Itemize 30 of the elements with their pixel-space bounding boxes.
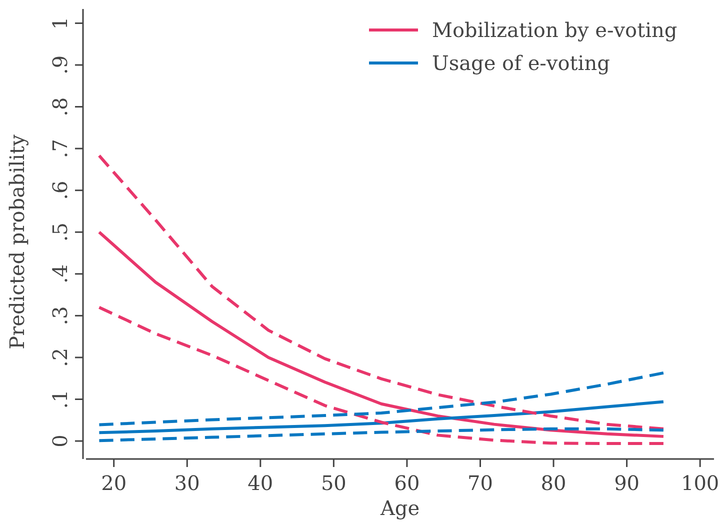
y-tick-label: .7 [48,139,72,158]
y-tick-label: .9 [48,55,72,75]
legend-label: Usage of e-voting [432,51,610,75]
x-tick-label: 40 [248,471,274,495]
x-tick-label: 30 [174,471,200,495]
x-tick-label: 70 [468,471,493,495]
y-tick-label: .4 [48,264,72,284]
line-series [98,230,665,438]
y-tick-label: 1 [48,16,72,30]
y-tick-label: .3 [48,306,72,326]
x-tick-label: 50 [320,471,346,495]
x-tick-label: 100 [680,471,720,495]
x-axis-title: Age [379,496,420,520]
y-tick-label: .1 [48,390,72,409]
legend-label: Mobilization by e-voting [432,18,678,42]
y-tick-label: .5 [48,222,72,242]
y-axis-title: Predicted probability [5,134,29,350]
line-series [98,306,665,446]
line-series [98,371,665,426]
line-series [98,400,665,434]
x-tick-label: 90 [614,471,640,495]
line-series [98,427,665,442]
y-tick-label: 0 [48,434,72,448]
x-tick-label: 60 [394,471,420,495]
x-tick-label: 20 [101,471,127,495]
x-tick-label: 80 [540,471,566,495]
y-tick-label: .8 [48,97,72,116]
y-tick-label: .2 [48,348,72,368]
line-series [98,154,665,430]
y-tick-label: .6 [48,180,72,200]
